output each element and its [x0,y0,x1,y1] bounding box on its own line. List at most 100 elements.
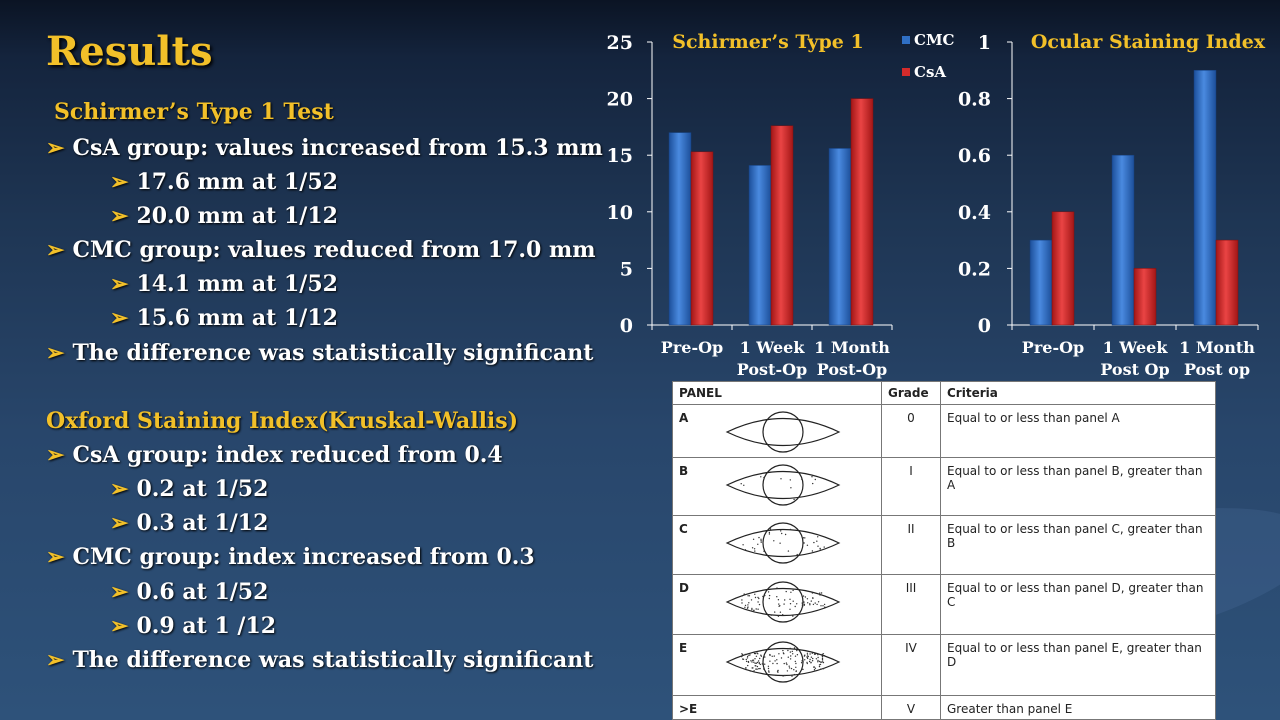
y-tick-label: 10 [607,202,633,224]
criteria-cell: Equal to or less than panel C, greater t… [940,514,1216,576]
schirmer-line-1: ➢ CsA group: values increased from 15.3 m… [46,135,603,161]
grade-cell: I [881,457,941,516]
y-tick-label: 0.2 [958,258,991,280]
bullet-arrow-icon: ➢ [46,442,65,468]
column-header-grade: Grade [881,381,941,405]
y-tick-label: 15 [607,145,633,167]
column-header-criteria: Criteria [940,381,1216,405]
bullet-arrow-icon: ➢ [110,613,129,639]
eye-diagram-icon [725,641,841,684]
bullet-arrow-icon: ➢ [46,544,65,570]
bullet-arrow-icon: ➢ [46,237,65,263]
bullet-arrow-icon: ➢ [46,647,65,673]
oxford-line-7: ➢ The difference was statistically signif… [46,647,594,673]
legend-swatch-cmc [902,36,910,44]
oxford-grading-table: PANEL Grade Criteria A 0 Equal to or less … [672,381,1216,720]
eye-diagram-icon [725,464,841,506]
x-category-label: 1 Week Post-Op [737,338,807,379]
y-tick-label: 0.6 [958,145,991,167]
chart-title: Ocular Staining Index [1031,31,1266,53]
bullet-arrow-icon: ➢ [46,340,65,366]
table-row: D III Equal to or less than panel D, great… [672,574,1216,636]
schirmer-line-4: ➢ CMC group: values reduced from 17.0 mm [46,237,596,263]
oxford-line-2: ➢ 0.2 at 1/52 [110,476,269,502]
grade-cell: 0 [881,403,941,459]
oxford-line-4: ➢ CMC group: index increased from 0.3 [46,544,535,570]
schirmer-line-2: ➢ 17.6 mm at 1/52 [110,169,338,195]
bar-csa [770,125,794,326]
table-row: E IV Equal to or less than panel E, greate… [672,634,1216,696]
x-category-label: 1 Week Post Op [1100,338,1169,379]
criteria-cell: Greater than panel E [940,694,1216,720]
panel-cell: C [672,514,882,576]
y-tick-label: 0.8 [958,89,991,111]
table-row: B I Equal to or less than panel B, greater… [672,457,1216,516]
y-tick-label: 0.4 [958,202,991,224]
chart-title: Schirmer’s Type 1 [672,31,863,53]
x-category-label: Pre-Op [661,338,723,357]
column-header-panel: PANEL [672,381,882,405]
y-tick-label: 1 [978,32,991,54]
eye-diagram-icon [725,411,841,453]
grade-cell: II [881,514,941,576]
grade-cell: IV [881,634,941,696]
bullet-arrow-icon: ➢ [46,135,65,161]
legend-label-cmc: CMC [914,31,955,49]
legend-label-csa: CsA [914,63,946,81]
criteria-cell: Equal to or less than panel D, greater t… [940,574,1216,636]
table-row: >E V Greater than panel E [672,694,1216,720]
table-header-row: PANEL Grade Criteria [672,381,1216,405]
schirmer-line-6: ➢ 15.6 mm at 1/12 [110,305,338,331]
oxford-line-5: ➢ 0.6 at 1/52 [110,579,269,605]
slide-title: Results [46,28,213,75]
bar-csa [690,151,714,326]
bar-csa [1133,268,1157,326]
criteria-cell: Equal to or less than panel B, greater t… [940,457,1216,516]
schirmer-heading: Schirmer’s Type 1 Test [54,99,334,125]
panel-cell: E [672,634,882,696]
eye-diagram-icon [725,581,841,623]
x-category-label: 1 Month Post op [1179,338,1255,379]
y-tick-label: 0 [978,315,991,337]
table-row: A 0 Equal to or less than panel A [672,403,1216,459]
bullet-arrow-icon: ➢ [110,579,129,605]
y-tick-label: 20 [607,89,633,111]
bar-cmc [1193,70,1217,326]
bar-csa [1215,239,1239,326]
bar-cmc [1111,154,1135,326]
oxford-line-6: ➢ 0.9 at 1 /12 [110,613,277,639]
bar-csa [1051,211,1075,326]
x-category-label: 1 Month Post-Op [814,338,890,379]
x-category-label: Pre-Op [1022,338,1084,357]
table-row: C II Equal to or less than panel C, greate… [672,514,1216,576]
bullet-arrow-icon: ➢ [110,271,129,297]
oxford-line-1: ➢ CsA group: index reduced from 0.4 [46,442,503,468]
grade-cell: V [881,694,941,720]
panel-cell: >E [672,694,882,720]
bullet-arrow-icon: ➢ [110,305,129,331]
bar-csa [850,98,874,326]
bar-cmc [828,148,852,326]
bullet-arrow-icon: ➢ [110,169,129,195]
bar-cmc [748,165,772,326]
eye-diagram-icon [725,522,841,564]
criteria-cell: Equal to or less than panel E, greater t… [940,634,1216,696]
y-tick-label: 0 [620,315,633,337]
y-tick-label: 25 [607,32,633,54]
y-tick-label: 5 [620,258,633,280]
bar-cmc [668,132,692,326]
schirmer-line-5: ➢ 14.1 mm at 1/52 [110,271,338,297]
bullet-arrow-icon: ➢ [110,510,129,536]
legend-swatch-csa [902,68,910,76]
oxford-line-3: ➢ 0.3 at 1/12 [110,510,269,536]
panel-cell: D [672,574,882,636]
criteria-cell: Equal to or less than panel A [940,403,1216,459]
bullet-arrow-icon: ➢ [110,476,129,502]
schirmer-line-7: ➢ The difference was statistically signif… [46,340,594,366]
oxford-heading: Oxford Staining Index(Kruskal-Wallis) [46,408,519,434]
grade-cell: III [881,574,941,636]
panel-cell: A [672,403,882,459]
schirmer-line-3: ➢ 20.0 mm at 1/12 [110,203,338,229]
panel-cell: B [672,457,882,516]
